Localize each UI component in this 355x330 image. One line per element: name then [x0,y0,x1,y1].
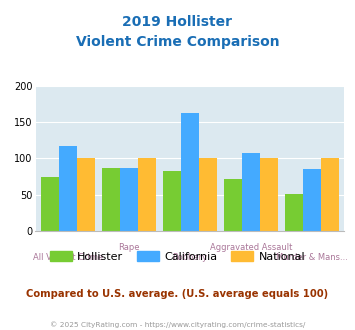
Text: © 2025 CityRating.com - https://www.cityrating.com/crime-statistics/: © 2025 CityRating.com - https://www.city… [50,322,305,328]
Text: Murder & Mans...: Murder & Mans... [276,253,348,262]
Bar [224,180,242,231]
Bar [199,158,217,231]
Bar [77,158,95,231]
Bar [102,168,120,231]
Bar [181,114,199,231]
Bar [260,158,278,231]
Text: Rape: Rape [118,243,140,251]
Legend: Hollister, California, National: Hollister, California, National [45,247,310,266]
Bar [242,153,260,231]
Bar [303,169,321,231]
Bar [285,194,303,231]
Text: Compared to U.S. average. (U.S. average equals 100): Compared to U.S. average. (U.S. average … [26,289,329,299]
Bar [138,158,156,231]
Text: Aggravated Assault: Aggravated Assault [210,243,292,251]
Text: All Violent Crime: All Violent Crime [33,253,103,262]
Text: Robbery: Robbery [173,253,207,262]
Text: 2019 Hollister: 2019 Hollister [122,15,233,29]
Text: Violent Crime Comparison: Violent Crime Comparison [76,35,279,49]
Bar [59,146,77,231]
Bar [321,158,339,231]
Bar [41,177,59,231]
Bar [120,168,138,231]
Bar [163,172,181,231]
